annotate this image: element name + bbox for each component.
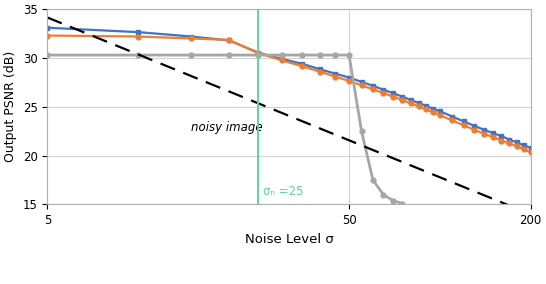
Text: σₙ =25: σₙ =25 — [263, 185, 304, 198]
DnCNN — [370, 178, 376, 182]
WINNet — [449, 115, 456, 118]
DnCNN — [332, 53, 339, 57]
X-axis label: Noise Level σ: Noise Level σ — [245, 233, 334, 246]
WINNet — [471, 124, 478, 128]
Text: noisy image: noisy image — [191, 121, 263, 134]
WINNet — [188, 35, 194, 38]
DnCNN-BF — [416, 105, 422, 108]
DnCNN-BF — [399, 98, 406, 102]
DnCNN-BF — [135, 35, 141, 38]
WINNet — [135, 30, 141, 34]
WINNet — [416, 101, 422, 105]
DnCNN-BF — [437, 113, 443, 117]
WINNet — [332, 72, 339, 75]
DnCNN-BF — [506, 142, 513, 145]
WINNet — [255, 51, 262, 54]
WINNet — [370, 84, 376, 87]
DnCNN-BF — [299, 64, 306, 68]
DnCNN-BF — [449, 119, 456, 122]
DnCNN-BF — [279, 59, 286, 62]
WINNet — [527, 146, 534, 150]
WINNet — [358, 80, 365, 83]
WINNet — [521, 144, 527, 147]
WINNet — [480, 128, 487, 131]
WINNet — [437, 110, 443, 113]
WINNet — [514, 141, 520, 144]
WINNet — [346, 76, 352, 79]
DnCNN-BF — [480, 132, 487, 135]
DnCNN-BF — [498, 139, 505, 142]
DnCNN-BF — [514, 145, 520, 148]
WINNet — [407, 98, 414, 102]
DnCNN — [346, 53, 352, 57]
WINNet — [279, 57, 286, 61]
Line: DnCNN-BF: DnCNN-BF — [45, 33, 533, 155]
WINNet — [506, 138, 513, 141]
DnCNN — [255, 53, 262, 57]
DnCNN-BF — [407, 102, 414, 105]
Line: DnCNN: DnCNN — [45, 53, 405, 206]
WINNet — [430, 107, 436, 110]
DnCNN-BF — [390, 95, 396, 98]
DnCNN — [279, 53, 286, 57]
DnCNN-BF — [358, 83, 365, 87]
DnCNN — [317, 53, 323, 57]
WINNet — [490, 131, 496, 135]
DnCNN-BF — [423, 108, 429, 111]
DnCNN — [399, 202, 406, 205]
Line: WINNet: WINNet — [45, 25, 533, 150]
DnCNN-BF — [255, 51, 262, 55]
DnCNN — [390, 199, 396, 202]
DnCNN-BF — [317, 70, 323, 73]
WINNet — [317, 68, 323, 71]
DnCNN-BF — [380, 91, 387, 95]
DnCNN — [225, 53, 232, 57]
DnCNN-BF — [430, 110, 436, 114]
DnCNN-BF — [332, 75, 339, 78]
WINNet — [299, 62, 306, 66]
DnCNN-BF — [188, 37, 194, 40]
DnCNN-BF — [44, 34, 51, 37]
DnCNN — [135, 53, 141, 57]
WINNet — [44, 26, 51, 30]
WINNet — [460, 120, 467, 123]
DnCNN-BF — [460, 124, 467, 127]
DnCNN-BF — [490, 135, 496, 139]
DnCNN-BF — [471, 128, 478, 131]
WINNet — [423, 104, 429, 108]
DnCNN-BF — [346, 79, 352, 83]
Y-axis label: Output PSNR (dB): Output PSNR (dB) — [4, 51, 17, 162]
DnCNN-BF — [225, 38, 232, 42]
WINNet — [390, 91, 396, 95]
DnCNN — [380, 193, 387, 197]
WINNet — [380, 88, 387, 91]
WINNet — [225, 39, 232, 42]
DnCNN — [358, 130, 365, 133]
DnCNN-BF — [527, 151, 534, 154]
DnCNN-BF — [521, 148, 527, 151]
DnCNN — [299, 53, 306, 57]
DnCNN — [44, 53, 51, 57]
WINNet — [399, 95, 406, 98]
DnCNN — [188, 53, 194, 57]
WINNet — [498, 134, 505, 138]
DnCNN-BF — [370, 87, 376, 91]
